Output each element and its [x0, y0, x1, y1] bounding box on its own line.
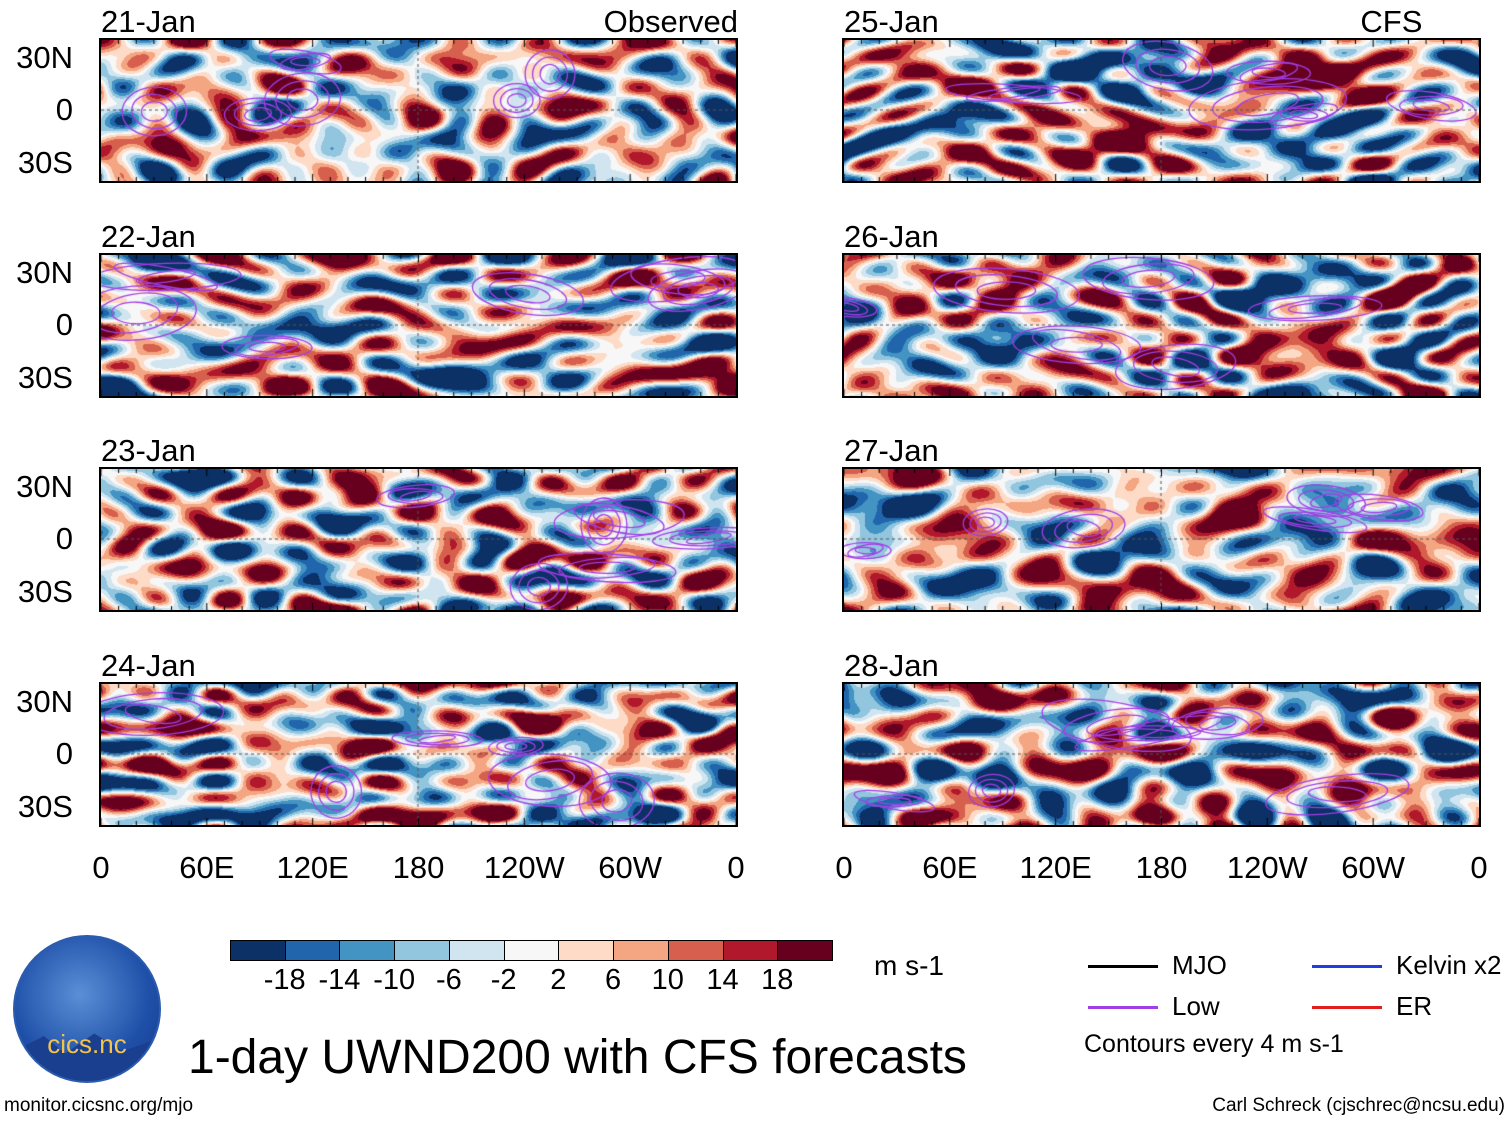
y-tick-label: 0	[55, 92, 73, 127]
colorbar-swatch	[777, 940, 833, 961]
y-tick-label: 30N	[16, 469, 73, 504]
legend-label: Low	[1172, 991, 1220, 1021]
colorbar-label: 14	[706, 964, 739, 996]
colorbar-label: -2	[490, 964, 517, 996]
x-tick-label: 180	[392, 850, 445, 885]
panel-date-label: 22-Jan	[101, 219, 196, 254]
x-tick-label: 120W	[483, 850, 565, 885]
contour-note: Contours every 4 m s-1	[1084, 1030, 1344, 1058]
y-tick-label: 30S	[17, 360, 73, 395]
map-panel	[842, 682, 1481, 827]
map-panel	[842, 253, 1481, 398]
wind-anomaly-field	[844, 469, 1479, 610]
map-panel	[99, 38, 738, 183]
x-tick-label: 180	[1135, 850, 1188, 885]
y-tick-label: 30N	[16, 684, 73, 719]
legend-line-mjo	[1088, 965, 1158, 968]
panel-date-label: 23-Jan	[101, 433, 196, 468]
colorbar-swatch	[558, 940, 615, 961]
x-tick-label: 0	[1470, 850, 1488, 885]
panel-date-label: 25-Jan	[844, 4, 939, 39]
colorbar-label: -18	[263, 964, 306, 996]
logo-text: cics.nc	[47, 1029, 127, 1059]
legend-line-low	[1088, 1006, 1158, 1009]
wind-anomaly-field	[844, 40, 1479, 181]
y-tick-label: 30S	[17, 145, 73, 180]
legend-line-kelvin-x2	[1312, 965, 1382, 968]
map-panel	[99, 253, 738, 398]
x-tick-label: 120W	[1226, 850, 1308, 885]
colorbar-label: -14	[318, 964, 361, 996]
wind-anomaly-field	[101, 255, 736, 396]
colorbar-label: -6	[436, 964, 462, 996]
wind-anomaly-field	[101, 40, 736, 181]
wind-anomaly-field	[101, 684, 736, 825]
panel-date-label: 21-Jan	[101, 4, 196, 39]
colorbar-units: m s-1	[874, 950, 944, 981]
colorbar-swatch	[339, 940, 396, 961]
x-tick-label: 60E	[179, 850, 235, 885]
panel-date-label: 26-Jan	[844, 219, 939, 254]
panel-date-label: 28-Jan	[844, 648, 939, 683]
x-tick-label: 0	[92, 850, 110, 885]
footer-credit: Carl Schreck (cjschrec@ncsu.edu)	[1212, 1095, 1505, 1116]
panel-source-label: Observed	[603, 4, 738, 39]
colorbar-label: 6	[605, 964, 622, 996]
x-tick-label: 60E	[922, 850, 978, 885]
panel-date-label: 24-Jan	[101, 648, 196, 683]
x-tick-label: 120E	[276, 850, 349, 885]
y-tick-label: 30N	[16, 255, 73, 290]
y-tick-label: 0	[55, 307, 73, 342]
colorbar-swatch	[667, 940, 724, 961]
y-tick-label: 0	[55, 521, 73, 556]
legend-label: Kelvin x2	[1396, 950, 1502, 980]
footer-url: monitor.cicsnc.org/mjo	[4, 1095, 194, 1116]
colorbar-swatch	[230, 940, 286, 961]
map-panel	[842, 467, 1481, 612]
colorbar-label: 2	[550, 964, 567, 996]
figure-title: 1-day UWND200 with CFS forecasts	[188, 1031, 967, 1084]
colorbar-swatch	[394, 940, 450, 961]
y-tick-label: 30N	[16, 40, 73, 75]
colorbar-label: 10	[651, 964, 684, 996]
x-tick-label: 60W	[598, 850, 663, 885]
colorbar-swatch	[448, 940, 505, 961]
cics-logo: cics.nc	[13, 935, 161, 1083]
y-tick-label: 30S	[17, 789, 73, 824]
x-tick-label: 0	[727, 850, 745, 885]
wind-anomaly-field	[844, 684, 1479, 825]
y-tick-label: 30S	[17, 574, 73, 609]
x-tick-label: 0	[835, 850, 853, 885]
colorbar-swatch	[613, 940, 669, 961]
legend-label: MJO	[1172, 950, 1227, 980]
legend-line-er	[1312, 1006, 1382, 1009]
map-panel	[842, 38, 1481, 183]
panel-date-label: 27-Jan	[844, 433, 939, 468]
legend-label: ER	[1396, 991, 1433, 1021]
x-tick-label: 60W	[1341, 850, 1406, 885]
colorbar-swatch	[284, 940, 341, 961]
map-panel	[99, 467, 738, 612]
wind-anomaly-field	[844, 255, 1479, 396]
colorbar-swatch	[722, 940, 779, 961]
map-panel	[99, 682, 738, 827]
colorbar-label: 18	[761, 964, 794, 996]
colorbar-swatch	[503, 940, 560, 961]
colorbar-label: -10	[373, 964, 416, 996]
y-tick-label: 0	[55, 736, 73, 771]
x-tick-label: 120E	[1019, 850, 1092, 885]
wind-anomaly-field	[101, 469, 736, 610]
